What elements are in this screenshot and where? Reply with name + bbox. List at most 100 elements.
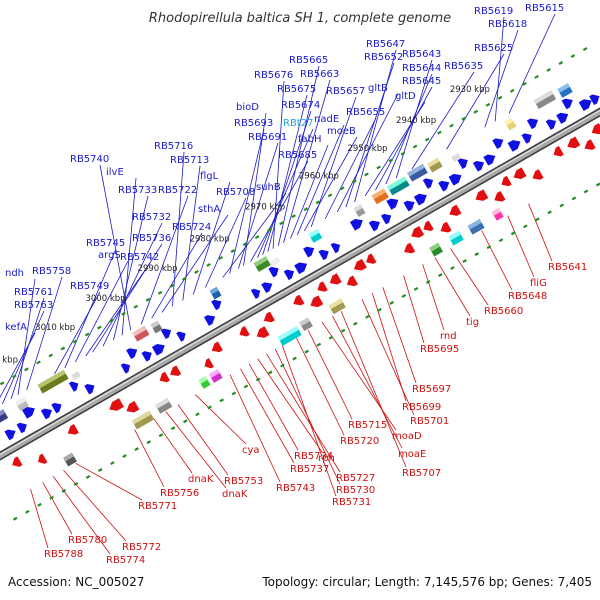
forward-gene-label: RB5645 — [402, 76, 441, 87]
top-leader-line — [277, 65, 320, 246]
annotation-block — [37, 369, 69, 394]
tick-dash — [582, 47, 588, 52]
tick-dash — [339, 186, 345, 191]
forward-gene-label: nadE — [314, 114, 339, 125]
top-leader-line — [74, 260, 129, 363]
tick-dash — [109, 318, 114, 323]
reverse-gene — [239, 326, 250, 337]
tick-dash — [218, 256, 224, 260]
reverse-gene — [532, 169, 544, 180]
reverse-gene-label: RB5788 — [44, 549, 83, 560]
reverse-gene-label: RB5734 — [294, 451, 333, 462]
tick-dash — [327, 193, 333, 198]
tick-dash — [509, 88, 515, 93]
top-leader-line — [205, 197, 247, 288]
tick-dash — [169, 283, 175, 288]
forward-gene — [211, 299, 222, 311]
forward-gene-label: RB5736 — [132, 233, 171, 244]
annotation-block — [299, 317, 313, 332]
tick-dash — [60, 346, 66, 351]
forward-gene-label: flgL — [200, 171, 219, 182]
tick-dash — [267, 370, 273, 375]
annotation-block — [0, 409, 9, 426]
bottom-leader-line — [361, 299, 415, 416]
forward-gene — [303, 246, 315, 258]
reverse-gene — [584, 139, 596, 150]
reverse-gene — [170, 365, 182, 376]
reverse-gene — [204, 358, 214, 369]
forward-gene-label: RB5691 — [248, 132, 287, 143]
forward-gene — [4, 429, 16, 441]
label-connector-lines — [0, 13, 556, 555]
tick-dash — [110, 461, 115, 465]
top-leader-line — [395, 59, 433, 179]
forward-gene — [492, 138, 504, 150]
forward-gene-label: moeB — [327, 126, 356, 137]
accession-text: Accession: NC_005027 — [8, 575, 144, 589]
tick-dash — [473, 109, 479, 114]
reverse-gene-label: fliG — [530, 278, 547, 289]
reverse-gene — [256, 326, 270, 338]
tick-dash — [36, 360, 41, 365]
reverse-gene — [423, 220, 434, 232]
reverse-gene-label: RB5707 — [402, 468, 441, 479]
bottom-leader-line — [195, 394, 247, 445]
annotation-block — [449, 149, 461, 163]
top-leader-line — [385, 73, 433, 185]
tick-dash — [377, 307, 382, 312]
tick-dash — [522, 81, 527, 86]
forward-gene — [250, 288, 261, 299]
reverse-gene — [553, 145, 564, 157]
forward-gene-label: RB5685 — [278, 150, 317, 161]
scale-tick-label: 2960 kbp — [299, 172, 339, 182]
tick-dash — [48, 353, 53, 358]
bottom-leader-line — [52, 476, 111, 555]
tick-dash — [97, 468, 103, 472]
forward-gene — [51, 402, 62, 414]
reverse-gene-label: RB5753 — [224, 476, 263, 487]
tick-dash — [486, 245, 492, 250]
tick-dash — [353, 321, 358, 326]
forward-gene — [16, 422, 27, 434]
forward-gene — [160, 328, 172, 340]
forward-gene — [126, 348, 138, 359]
feature-tracks — [0, 83, 600, 467]
map-title: Rhodopirellula baltica SH 1, complete ge… — [149, 11, 451, 26]
top-leader-line — [375, 86, 433, 191]
bottom-leader-line — [382, 287, 417, 384]
tick-dash — [0, 381, 5, 386]
tick-dash — [413, 286, 419, 291]
forward-gene-label: RB5643 — [402, 49, 441, 60]
forward-gene-label: RB5625 — [474, 43, 513, 54]
tick-dash — [61, 488, 67, 493]
annotation-block — [266, 253, 281, 267]
top-leader-line — [262, 110, 312, 255]
tick-dash — [449, 123, 454, 128]
reverse-gene-label: RB5727 — [336, 473, 375, 484]
forward-gene — [386, 198, 399, 210]
gene-labels: 3020 kbp 3010 kbp 3000 kbp 2990 kbp 2980 kbp… — [0, 3, 587, 566]
forward-gene — [507, 140, 521, 152]
reverse-gene-label: RB5743 — [276, 483, 315, 494]
top-leader-line — [250, 160, 309, 262]
forward-gene-label: RB5708 — [216, 187, 255, 198]
tick-dash — [316, 342, 322, 347]
top-leader-line — [192, 181, 231, 295]
bottom-leader-line — [434, 257, 471, 317]
annotation-block — [69, 367, 82, 381]
bottom-leader-line — [281, 344, 337, 497]
tick-dash — [485, 102, 491, 107]
reverse-gene — [126, 400, 140, 413]
reverse-gene — [37, 453, 48, 464]
forward-gene — [413, 193, 427, 206]
forward-gene-label: RB5675 — [277, 84, 316, 95]
forward-gene — [141, 351, 152, 362]
reverse-gene — [310, 295, 324, 308]
tick-dash — [219, 398, 224, 403]
tick-dash — [340, 328, 346, 333]
reverse-gene — [567, 136, 581, 149]
reverse-gene-label: RB5641 — [548, 262, 587, 273]
reverse-gene-label: rnd — [440, 331, 457, 342]
tick-dash — [97, 325, 102, 330]
reverse-gene-label: RB5756 — [160, 488, 199, 499]
